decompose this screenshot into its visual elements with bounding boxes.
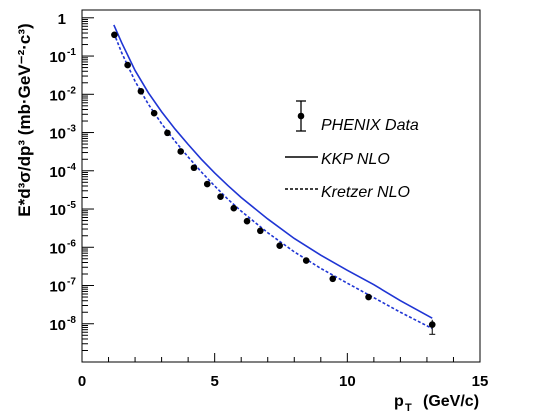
y-tick-label: 10 <box>49 87 66 104</box>
y-tick-exponent: -5 <box>67 200 76 211</box>
x-axis-label-unit: (GeV/c) <box>423 393 479 410</box>
data-point <box>302 257 310 264</box>
data-point <box>203 180 211 188</box>
y-tick-exponent: -2 <box>67 85 76 96</box>
y-tick-label: 10 <box>49 279 66 296</box>
y-tick-label: 10 <box>49 49 66 66</box>
data-point <box>428 321 436 328</box>
plot-frame <box>81 9 481 363</box>
y-tick-label: 10 <box>49 317 66 334</box>
y-axis-ticks: 110-110-210-310-410-510-610-710-8 <box>49 11 94 363</box>
curve-kkp-nlo <box>113 24 433 319</box>
legend-marker-phenix-data <box>296 100 306 132</box>
model-curves <box>113 24 433 330</box>
data-point <box>124 61 131 69</box>
y-tick-label: 10 <box>49 126 66 143</box>
legend-label-kretzer-nlo: Kretzer NLO <box>321 184 410 201</box>
x-axis-label-subscript: T <box>405 402 412 414</box>
x-axis-label: p T (GeV/c) <box>394 393 479 414</box>
data-point <box>137 87 145 95</box>
curve-kretzer-nlo <box>113 32 433 330</box>
y-tick-exponent: -8 <box>67 315 76 326</box>
data-point <box>177 148 185 155</box>
x-tick-label: 15 <box>472 373 489 390</box>
x-tick-label: 5 <box>210 373 218 390</box>
legend-label-kkp-nlo: KKP NLO <box>321 151 390 168</box>
data-point <box>217 193 224 201</box>
data-point <box>150 109 158 117</box>
y-tick-exponent: -1 <box>67 47 76 58</box>
y-axis-label: E*d³σ/dp³ (mb·GeV⁻²·c³) <box>15 23 34 216</box>
data-point <box>164 129 171 137</box>
data-point <box>257 227 264 235</box>
data-point <box>190 164 198 172</box>
x-tick-label: 10 <box>339 373 356 390</box>
y-tick-exponent: -7 <box>67 277 76 288</box>
data-points <box>111 31 436 335</box>
data-point <box>365 293 372 301</box>
data-point <box>111 31 118 39</box>
legend: PHENIX Data KKP NLO Kretzer NLO <box>285 100 419 201</box>
data-point <box>230 204 238 212</box>
y-tick-label: 1 <box>58 11 66 28</box>
x-axis-ticks: 0 5 10 15 <box>78 353 489 390</box>
y-tick-label: 10 <box>49 164 66 181</box>
data-point <box>243 217 251 225</box>
y-tick-label: 10 <box>49 202 66 219</box>
data-point <box>329 275 337 283</box>
x-tick-label: 0 <box>78 373 86 390</box>
x-axis-label-main: p <box>394 393 404 410</box>
y-tick-exponent: -6 <box>67 238 76 249</box>
y-tick-exponent: -3 <box>67 124 76 135</box>
data-point <box>276 242 283 249</box>
y-tick-label: 10 <box>49 240 66 257</box>
legend-label-phenix-data: PHENIX Data <box>321 117 419 134</box>
y-tick-exponent: -4 <box>67 162 76 173</box>
